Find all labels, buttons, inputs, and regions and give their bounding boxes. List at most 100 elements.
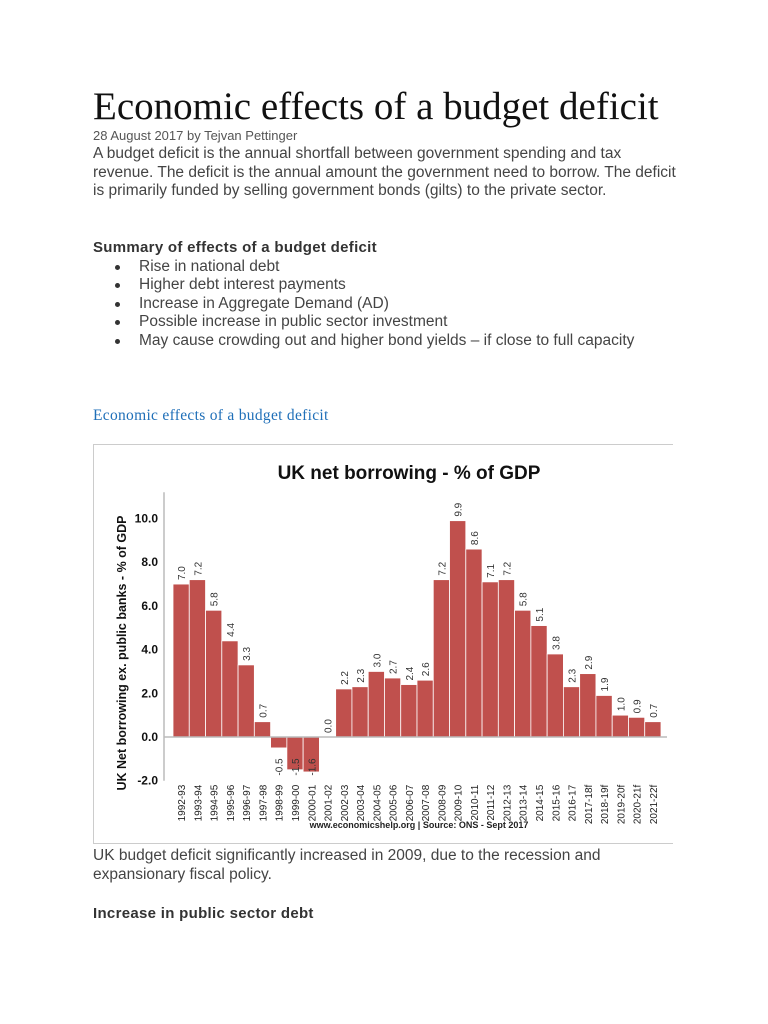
bullet-icon bbox=[115, 283, 120, 289]
bar bbox=[384, 677, 402, 738]
bar bbox=[270, 736, 288, 749]
y-tick-label: 4.0 bbox=[141, 643, 158, 657]
data-label: 0.7 bbox=[649, 703, 660, 717]
bar bbox=[367, 671, 385, 738]
bar bbox=[335, 688, 353, 738]
bar bbox=[562, 686, 581, 738]
x-tick-label: 2015-16 bbox=[551, 784, 562, 821]
list-item-text: Possible increase in public sector inves… bbox=[139, 313, 448, 331]
data-label: 0.9 bbox=[633, 699, 644, 713]
data-label: 2.4 bbox=[405, 666, 416, 680]
data-label: 3.3 bbox=[242, 647, 253, 661]
data-label: 7.2 bbox=[502, 561, 513, 575]
y-tick-label: 8.0 bbox=[141, 555, 158, 569]
data-label: 0.7 bbox=[258, 703, 269, 717]
bar bbox=[611, 714, 629, 738]
data-label: 2.6 bbox=[421, 662, 432, 676]
data-label: 8.6 bbox=[470, 531, 481, 545]
bar bbox=[465, 548, 483, 738]
list-item-text: Higher debt interest payments bbox=[139, 276, 346, 294]
bar bbox=[579, 673, 597, 738]
bar bbox=[221, 640, 239, 738]
chart-subheading: Economic effects of a budget deficit bbox=[93, 407, 329, 424]
bar bbox=[351, 686, 369, 738]
article-meta: 28 August 2017 by Tejvan Pettinger bbox=[93, 128, 298, 143]
bullet-icon bbox=[115, 320, 120, 326]
x-tick-label: 2013-14 bbox=[519, 784, 530, 821]
x-tick-label: 2016-17 bbox=[568, 784, 579, 821]
x-tick-label: 2010-11 bbox=[470, 784, 481, 820]
bar bbox=[514, 609, 532, 738]
bar bbox=[432, 579, 450, 738]
x-tick-label: 2008-09 bbox=[437, 784, 448, 821]
y-tick-label: -2.0 bbox=[137, 774, 158, 788]
x-tick-label: 2009-10 bbox=[454, 784, 465, 821]
y-tick-label: 6.0 bbox=[141, 599, 158, 613]
data-label: 4.4 bbox=[226, 623, 237, 637]
chart-title: UK net borrowing - % of GDP bbox=[278, 463, 541, 484]
data-label: 5.1 bbox=[535, 607, 546, 621]
list-item: Possible increase in public sector inves… bbox=[115, 313, 675, 331]
data-label: 2.3 bbox=[568, 668, 579, 682]
list-item-text: May cause crowding out and higher bond y… bbox=[139, 331, 635, 349]
x-tick-label: 1996-97 bbox=[242, 784, 253, 821]
bar bbox=[172, 583, 190, 738]
data-label: -1.6 bbox=[307, 758, 318, 776]
bar bbox=[497, 579, 516, 738]
list-item: Higher debt interest payments bbox=[115, 276, 675, 294]
bar bbox=[628, 716, 646, 738]
bar bbox=[530, 625, 548, 738]
data-label: 7.2 bbox=[193, 561, 204, 575]
data-label: 7.0 bbox=[177, 566, 188, 580]
summary-list: Rise in national debt Higher debt intere… bbox=[115, 258, 675, 350]
x-tick-label: 2005-06 bbox=[389, 784, 400, 821]
data-label: 5.8 bbox=[519, 592, 530, 606]
x-tick-label: 1997-98 bbox=[258, 784, 269, 821]
section-heading: Increase in public sector debt bbox=[93, 905, 314, 922]
bullet-icon bbox=[115, 338, 120, 344]
page-title: Economic effects of a budget deficit bbox=[93, 85, 659, 128]
data-label: 3.0 bbox=[372, 653, 383, 667]
list-item-text: Rise in national debt bbox=[139, 258, 280, 275]
x-tick-label: 2011-12 bbox=[486, 784, 497, 820]
bar bbox=[253, 721, 271, 738]
data-label: 3.8 bbox=[551, 636, 562, 650]
list-item: May cause crowding out and higher bond y… bbox=[115, 332, 675, 350]
chart-source: www.economicshelp.org | Source: ONS - Se… bbox=[309, 820, 529, 830]
x-tick-label: 2003-04 bbox=[356, 784, 367, 821]
x-tick-label: 1994-95 bbox=[210, 784, 221, 821]
list-item: Increase in Aggregate Demand (AD) bbox=[115, 295, 675, 313]
x-tick-label: 2000-01 bbox=[307, 784, 318, 821]
y-tick-label: 0.0 bbox=[141, 730, 158, 744]
bar bbox=[481, 581, 499, 738]
intro-paragraph: A budget deficit is the annual shortfall… bbox=[93, 145, 676, 200]
data-label: 7.2 bbox=[437, 561, 448, 575]
bar bbox=[595, 695, 613, 738]
y-tick-label: 10.0 bbox=[135, 512, 159, 526]
x-tick-label: 1992-93 bbox=[177, 784, 188, 821]
data-label: -0.5 bbox=[275, 758, 286, 776]
bar bbox=[644, 721, 662, 738]
data-label: 9.9 bbox=[454, 502, 465, 516]
x-tick-label: 2001-02 bbox=[324, 784, 335, 821]
bar bbox=[237, 664, 255, 738]
bullet-icon bbox=[115, 265, 120, 270]
bar bbox=[188, 579, 206, 738]
bar bbox=[400, 684, 418, 738]
list-item-text: Increase in Aggregate Demand (AD) bbox=[139, 294, 389, 312]
summary-heading: Summary of effects of a budget deficit bbox=[93, 239, 377, 256]
data-label: -1.5 bbox=[291, 758, 302, 776]
x-tick-label: 2012-13 bbox=[502, 784, 513, 821]
bar-chart: UK net borrowing - % of GDP UK Net borro… bbox=[115, 463, 667, 830]
bar bbox=[546, 653, 564, 738]
x-tick-label: 1995-96 bbox=[226, 784, 237, 821]
bullet-icon bbox=[115, 301, 120, 307]
chart-figure: UK net borrowing - % of GDP UK Net borro… bbox=[93, 444, 673, 844]
x-tick-label: 1998-99 bbox=[275, 784, 286, 821]
x-tick-label: 2019-20f bbox=[616, 784, 627, 824]
bar bbox=[205, 609, 223, 738]
x-tick-label: 2018-19f bbox=[600, 784, 611, 824]
data-label: 1.0 bbox=[616, 697, 627, 711]
x-tick-label: 2007-08 bbox=[421, 784, 432, 821]
bar bbox=[449, 520, 467, 738]
